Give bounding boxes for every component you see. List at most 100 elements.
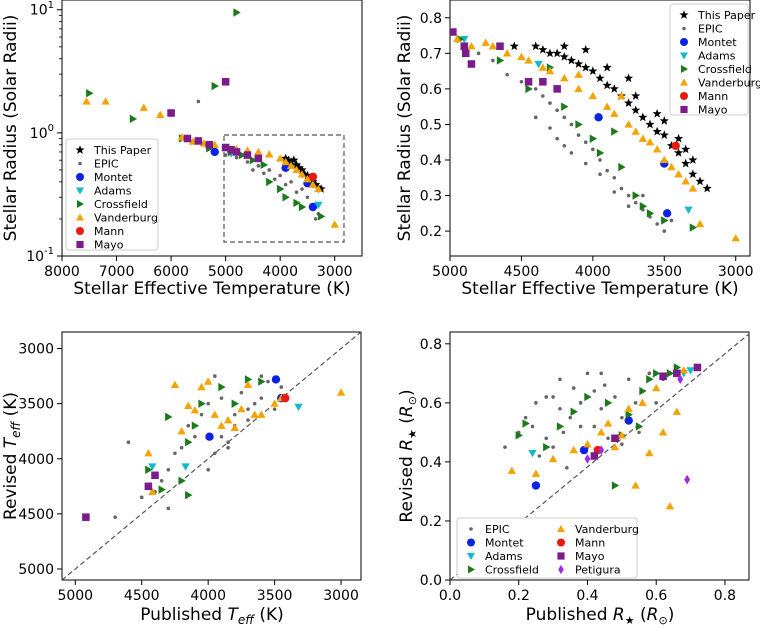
legend-label-this-paper: This Paper (697, 9, 756, 22)
data-point-epic (186, 423, 191, 428)
legend-label-adams: Adams (698, 50, 736, 63)
legend-label-montet: Montet (94, 171, 133, 184)
data-point-vanderburg (148, 487, 157, 495)
data-point-crossfield (646, 375, 654, 384)
data-point-epic (620, 442, 624, 446)
data-point-mayo (205, 141, 214, 149)
data-point-mayo (460, 42, 469, 51)
data-point-this-paper (638, 112, 648, 122)
data-point-mayo (167, 109, 175, 117)
data-point-epic (196, 99, 201, 104)
data-point-mayo (539, 77, 547, 86)
data-point-epic (626, 193, 631, 198)
data-point-montet (624, 416, 633, 425)
x-tick-label: 0.8 (714, 588, 736, 604)
legend-label-crossfield: Crossfield (94, 198, 148, 211)
data-point-crossfield (618, 162, 626, 172)
legend-marker-this-paper (75, 145, 85, 154)
data-point-epic (251, 168, 255, 172)
data-point-epic (662, 229, 667, 233)
data-point-epic (272, 407, 277, 411)
data-point-vanderburg (583, 439, 592, 448)
data-point-epic (598, 172, 602, 177)
data-point-epic (548, 126, 552, 130)
data-point-adams (686, 367, 695, 375)
legend-marker-montet (76, 173, 84, 181)
legend-marker-mann (680, 92, 688, 100)
data-point-vanderburg (197, 382, 206, 391)
data-point-epic (266, 379, 270, 384)
data-point-vanderburg (82, 97, 91, 105)
data-point-mayo (183, 134, 192, 143)
data-point-crossfield (522, 419, 530, 428)
legend-frame (456, 517, 638, 579)
data-point-crossfield (145, 465, 153, 474)
series-group-top-right (450, 28, 740, 242)
data-point-mayo (673, 369, 681, 378)
data-point-epic (669, 218, 674, 223)
data-point-this-paper (545, 48, 555, 58)
data-point-vanderburg (631, 127, 640, 135)
legend-marker-crossfield (468, 565, 475, 574)
data-point-epic (599, 371, 604, 376)
data-point-epic (534, 401, 538, 405)
data-point-montet (210, 147, 219, 157)
x-tick-label: 3500 (646, 264, 682, 280)
x-tick-label: 8000 (44, 264, 80, 280)
data-point-adams (314, 201, 323, 210)
legend-marker-vanderburg (76, 213, 84, 221)
legend-marker-mann (557, 538, 565, 547)
data-point-epic (641, 193, 645, 198)
data-point-montet (271, 375, 281, 384)
y-tick-label: 0.3 (420, 189, 442, 205)
data-point-this-paper (695, 176, 705, 186)
x-tick-label: 3000 (317, 264, 353, 280)
data-point-epic (199, 412, 204, 417)
data-point-vanderburg (275, 154, 285, 162)
data-point-crossfield (653, 369, 661, 378)
data-point-epic (219, 434, 224, 439)
data-point-crossfield (129, 114, 138, 124)
data-point-this-paper (602, 62, 612, 72)
data-point-epic (606, 436, 610, 441)
data-point-epic (544, 436, 549, 441)
data-point-vanderburg (638, 134, 648, 142)
data-point-epic (213, 374, 217, 378)
data-point-crossfield (233, 8, 241, 17)
data-point-vanderburg (674, 170, 683, 178)
data-point-mayo (467, 60, 476, 68)
data-point-this-paper (652, 108, 662, 118)
legend-marker-mayo (76, 240, 84, 249)
data-point-epic (267, 168, 272, 172)
data-point-vanderburg (237, 404, 246, 413)
data-point-this-paper (509, 41, 519, 51)
data-point-epic (612, 190, 617, 194)
data-point-this-paper (609, 84, 619, 93)
panel-bottom-right: 0.0 0.2 0.4 0.6 0.8 0.0 0.2 0.4 0.6 0.8 Published… (397, 331, 750, 627)
x-tick-label: 5000 (57, 588, 93, 604)
data-point-epic (605, 168, 609, 173)
x-tick-label: 3000 (718, 264, 754, 280)
data-point-epic (555, 108, 559, 113)
data-point-vanderburg (602, 102, 612, 110)
data-point-epic (219, 396, 224, 400)
data-point-epic (305, 195, 310, 200)
data-point-crossfield (231, 399, 239, 408)
data-point-crossfield (293, 198, 301, 208)
data-point-crossfield (639, 202, 648, 211)
data-point-this-paper (291, 160, 302, 169)
x-tick-label: 4000 (575, 264, 611, 280)
data-point-this-paper (659, 116, 669, 125)
data-point-vanderburg (660, 155, 669, 164)
data-point-epic (537, 454, 542, 458)
legend-marker-adams (467, 553, 475, 560)
data-point-epic (578, 401, 583, 405)
data-point-epic (585, 371, 590, 376)
data-point-epic (206, 467, 210, 472)
data-point-epic (262, 171, 266, 176)
data-point-vanderburg (548, 454, 558, 463)
data-point-epic (561, 430, 566, 435)
data-point-this-paper (624, 73, 634, 83)
data-point-mayo (221, 78, 230, 86)
data-point-crossfield (556, 422, 565, 431)
